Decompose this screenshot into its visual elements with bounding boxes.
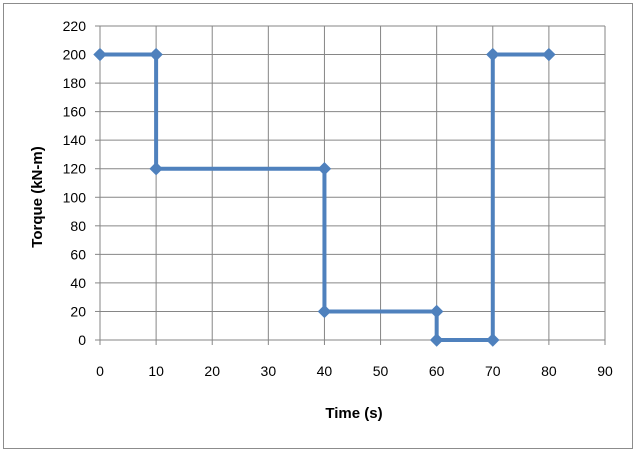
y-tick-label: 200 bbox=[63, 47, 87, 63]
y-tick-label: 160 bbox=[63, 104, 87, 120]
x-tick-label: 50 bbox=[373, 363, 389, 379]
data-point-marker bbox=[486, 333, 500, 347]
x-axis-title: Time (s) bbox=[325, 405, 382, 422]
y-tick-labels: 0 20 40 60 80 100 120 140 160 180 200 220 bbox=[63, 18, 87, 348]
y-tick-label: 60 bbox=[70, 246, 86, 262]
y-tick-label: 140 bbox=[63, 132, 87, 148]
y-tick-label: 80 bbox=[70, 218, 86, 234]
data-point-marker bbox=[93, 47, 107, 62]
y-tick-label: 100 bbox=[63, 189, 87, 205]
y-tick-label: 40 bbox=[70, 275, 86, 291]
data-point-marker bbox=[149, 162, 163, 176]
data-point-marker bbox=[149, 47, 163, 62]
y-axis-title: Torque (kN-m) bbox=[29, 146, 46, 247]
x-tick-labels: 0 10 20 30 40 50 60 70 80 90 bbox=[96, 363, 613, 379]
series-group bbox=[93, 47, 556, 347]
x-tick-label: 10 bbox=[148, 363, 164, 379]
x-tick-label: 20 bbox=[204, 363, 220, 379]
data-point-marker bbox=[429, 304, 444, 319]
x-tick-label: 30 bbox=[261, 363, 277, 379]
x-tick-label: 0 bbox=[96, 363, 104, 379]
x-tick-label: 80 bbox=[541, 363, 557, 379]
data-point-marker bbox=[317, 162, 332, 176]
grid-lines bbox=[100, 25, 606, 340]
x-tick-label: 70 bbox=[485, 363, 501, 379]
y-tick-label: 20 bbox=[70, 303, 86, 319]
data-point-marker bbox=[542, 47, 556, 62]
series-line bbox=[100, 52, 549, 342]
y-tick-label: 220 bbox=[63, 18, 87, 34]
x-tick-label: 40 bbox=[317, 363, 333, 379]
y-tick-label: 180 bbox=[63, 75, 87, 91]
y-tick-label: 120 bbox=[63, 161, 87, 177]
x-tick-label: 60 bbox=[429, 363, 445, 379]
y-tick-label: 0 bbox=[78, 332, 86, 348]
data-point-marker bbox=[429, 333, 444, 347]
x-tick-label: 90 bbox=[597, 363, 613, 379]
axes bbox=[95, 25, 606, 345]
data-point-marker bbox=[486, 47, 500, 62]
data-point-marker bbox=[317, 304, 332, 319]
